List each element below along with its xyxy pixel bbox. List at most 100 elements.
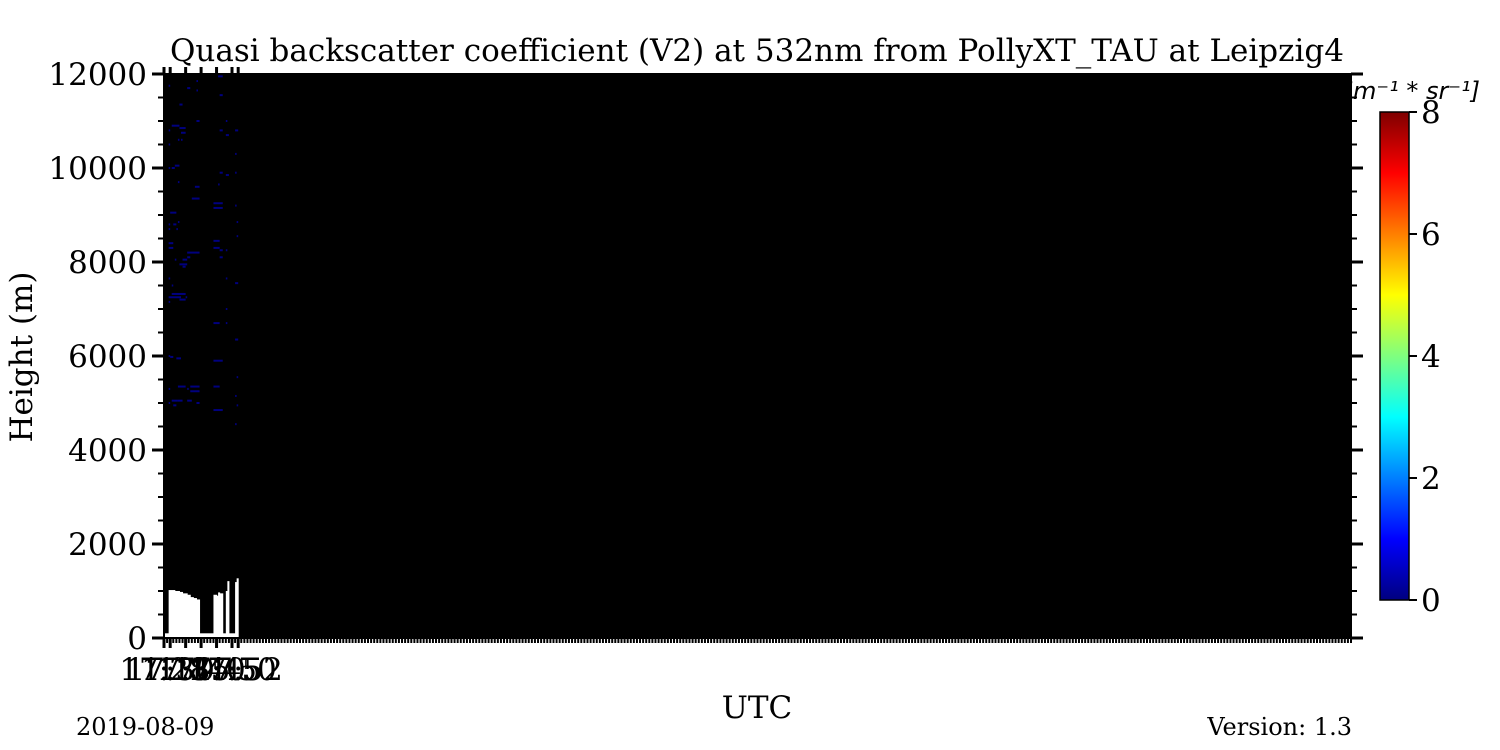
aerosol-layer: [235, 171, 237, 174]
blind-zone-segment: [168, 590, 176, 638]
aerosol-layer: [187, 399, 192, 402]
aerosol-layer: [196, 80, 199, 83]
aerosol-layer: [219, 256, 223, 259]
colorbar-ticks: 0 2 4 6 8: [1409, 95, 1441, 619]
aerosol-layer: [196, 89, 199, 92]
aerosol-layer: [174, 164, 180, 167]
y-axis: 0 2000 4000 6000 8000 10000 12000: [48, 57, 1363, 657]
aerosol-layer: [168, 143, 171, 146]
aerosol-layer: [177, 385, 186, 388]
aerosol-layer: [168, 84, 171, 87]
colorbar-tick-label: 4: [1421, 339, 1441, 375]
aerosol-layer: [213, 322, 220, 325]
x-tick-label: 17:45: [172, 652, 261, 688]
aerosol-layer: [168, 387, 171, 390]
aerosol-layer: [196, 402, 200, 404]
aerosol-layers: [168, 75, 239, 426]
aerosol-layer: [194, 185, 200, 188]
aerosol-layer: [187, 251, 200, 254]
aerosol-layer: [179, 127, 186, 130]
aerosol-layer: [179, 103, 183, 106]
aerosol-layer: [196, 120, 200, 122]
aerosol-layer: [219, 171, 223, 174]
aerosol-layer: [171, 292, 186, 295]
aerosol-layer: [174, 258, 177, 261]
aerosol-layer: [176, 357, 182, 360]
blind-zone-segment: [235, 582, 238, 638]
aerosol-layer: [235, 204, 237, 207]
aerosol-layer: [187, 256, 191, 259]
x-tick-label: 17:40: [156, 652, 245, 688]
aerosol-layer: [171, 167, 175, 169]
aerosol-layer: [187, 87, 191, 90]
blind-zone-segment: [236, 578, 239, 638]
aerosol-layer: [235, 282, 239, 285]
aerosol-layer: [225, 322, 228, 325]
blind-zone: [164, 578, 239, 638]
blind-zone-segment: [182, 593, 188, 638]
blind-zone-segment: [190, 597, 194, 638]
aerosol-layer: [177, 399, 183, 402]
blind-zone-segment: [164, 633, 170, 638]
blind-zone-segment: [174, 591, 180, 638]
aerosol-layer: [168, 296, 182, 299]
aerosol-layer: [213, 202, 223, 205]
aerosol-layer: [168, 246, 174, 249]
aerosol-layer: [177, 138, 180, 141]
aerosol-layer: [219, 94, 223, 97]
aerosol-layer: [173, 404, 177, 407]
blind-zone-segment: [187, 594, 191, 638]
aerosol-layer: [181, 138, 183, 141]
aerosol-layer: [171, 399, 178, 402]
aerosol-layer: [225, 174, 229, 177]
aerosol-layer: [182, 265, 186, 268]
x-tick-label: 17:52: [194, 652, 283, 688]
aerosol-layer: [236, 376, 239, 379]
aerosol-layer: [173, 223, 177, 226]
chart-title: Quasi backscatter coefficient (V2) at 53…: [170, 33, 1344, 69]
aerosol-layer: [235, 423, 237, 426]
blind-zone-segment: [196, 599, 201, 638]
aerosol-layer: [170, 355, 174, 358]
aerosol-layer: [182, 258, 188, 261]
aerosol-layer: [168, 402, 171, 404]
blind-zone-segment: [227, 581, 230, 638]
aerosol-layer: [236, 221, 239, 224]
aerosol-layer: [213, 239, 220, 242]
blind-zone-segment: [216, 595, 219, 638]
y-tick-label: 8000: [68, 245, 147, 281]
aerosol-layer: [168, 242, 174, 245]
aerosol-layer: [168, 277, 171, 280]
aerosol-layer: [235, 338, 239, 341]
aerosol-layer: [236, 235, 239, 238]
aerosol-layer: [225, 277, 228, 280]
blind-zone-segment: [225, 591, 228, 638]
aerosol-layer: [225, 249, 228, 252]
aerosol-layer: [168, 300, 171, 303]
aerosol-layer: [168, 355, 171, 357]
aerosol-layer: [176, 228, 178, 231]
colorbar-unit-label: [Mm⁻¹ * sr⁻¹]: [1323, 77, 1480, 105]
aerosol-layer: [213, 246, 220, 249]
aerosol-layer: [225, 134, 229, 137]
blind-zone-segment: [199, 633, 214, 638]
aerosol-layer: [225, 308, 228, 310]
blind-zone-segment: [222, 633, 227, 638]
version-label: Version: 1.3: [1206, 713, 1352, 741]
x-tick-label: 17:30: [126, 652, 215, 688]
date-label: 2019-08-09: [76, 713, 214, 741]
x-tick-label: 17:50: [187, 652, 276, 688]
y-tick-label: 4000: [68, 433, 147, 469]
x-tick-label: 17:35: [141, 652, 230, 688]
aerosol-layer: [168, 167, 171, 169]
aerosol-layer: [225, 120, 228, 122]
colorbar-tick-label: 0: [1421, 583, 1441, 619]
aerosol-layer: [235, 152, 237, 155]
blind-zone-segment: [218, 592, 221, 638]
y-tick-label: 12000: [48, 57, 147, 93]
aerosol-layer: [213, 359, 223, 362]
aerosol-layer: [213, 206, 223, 209]
aerosol-layer: [181, 131, 186, 134]
colorbar-tick-label: 2: [1421, 461, 1441, 497]
blind-zone-segment: [179, 591, 184, 638]
